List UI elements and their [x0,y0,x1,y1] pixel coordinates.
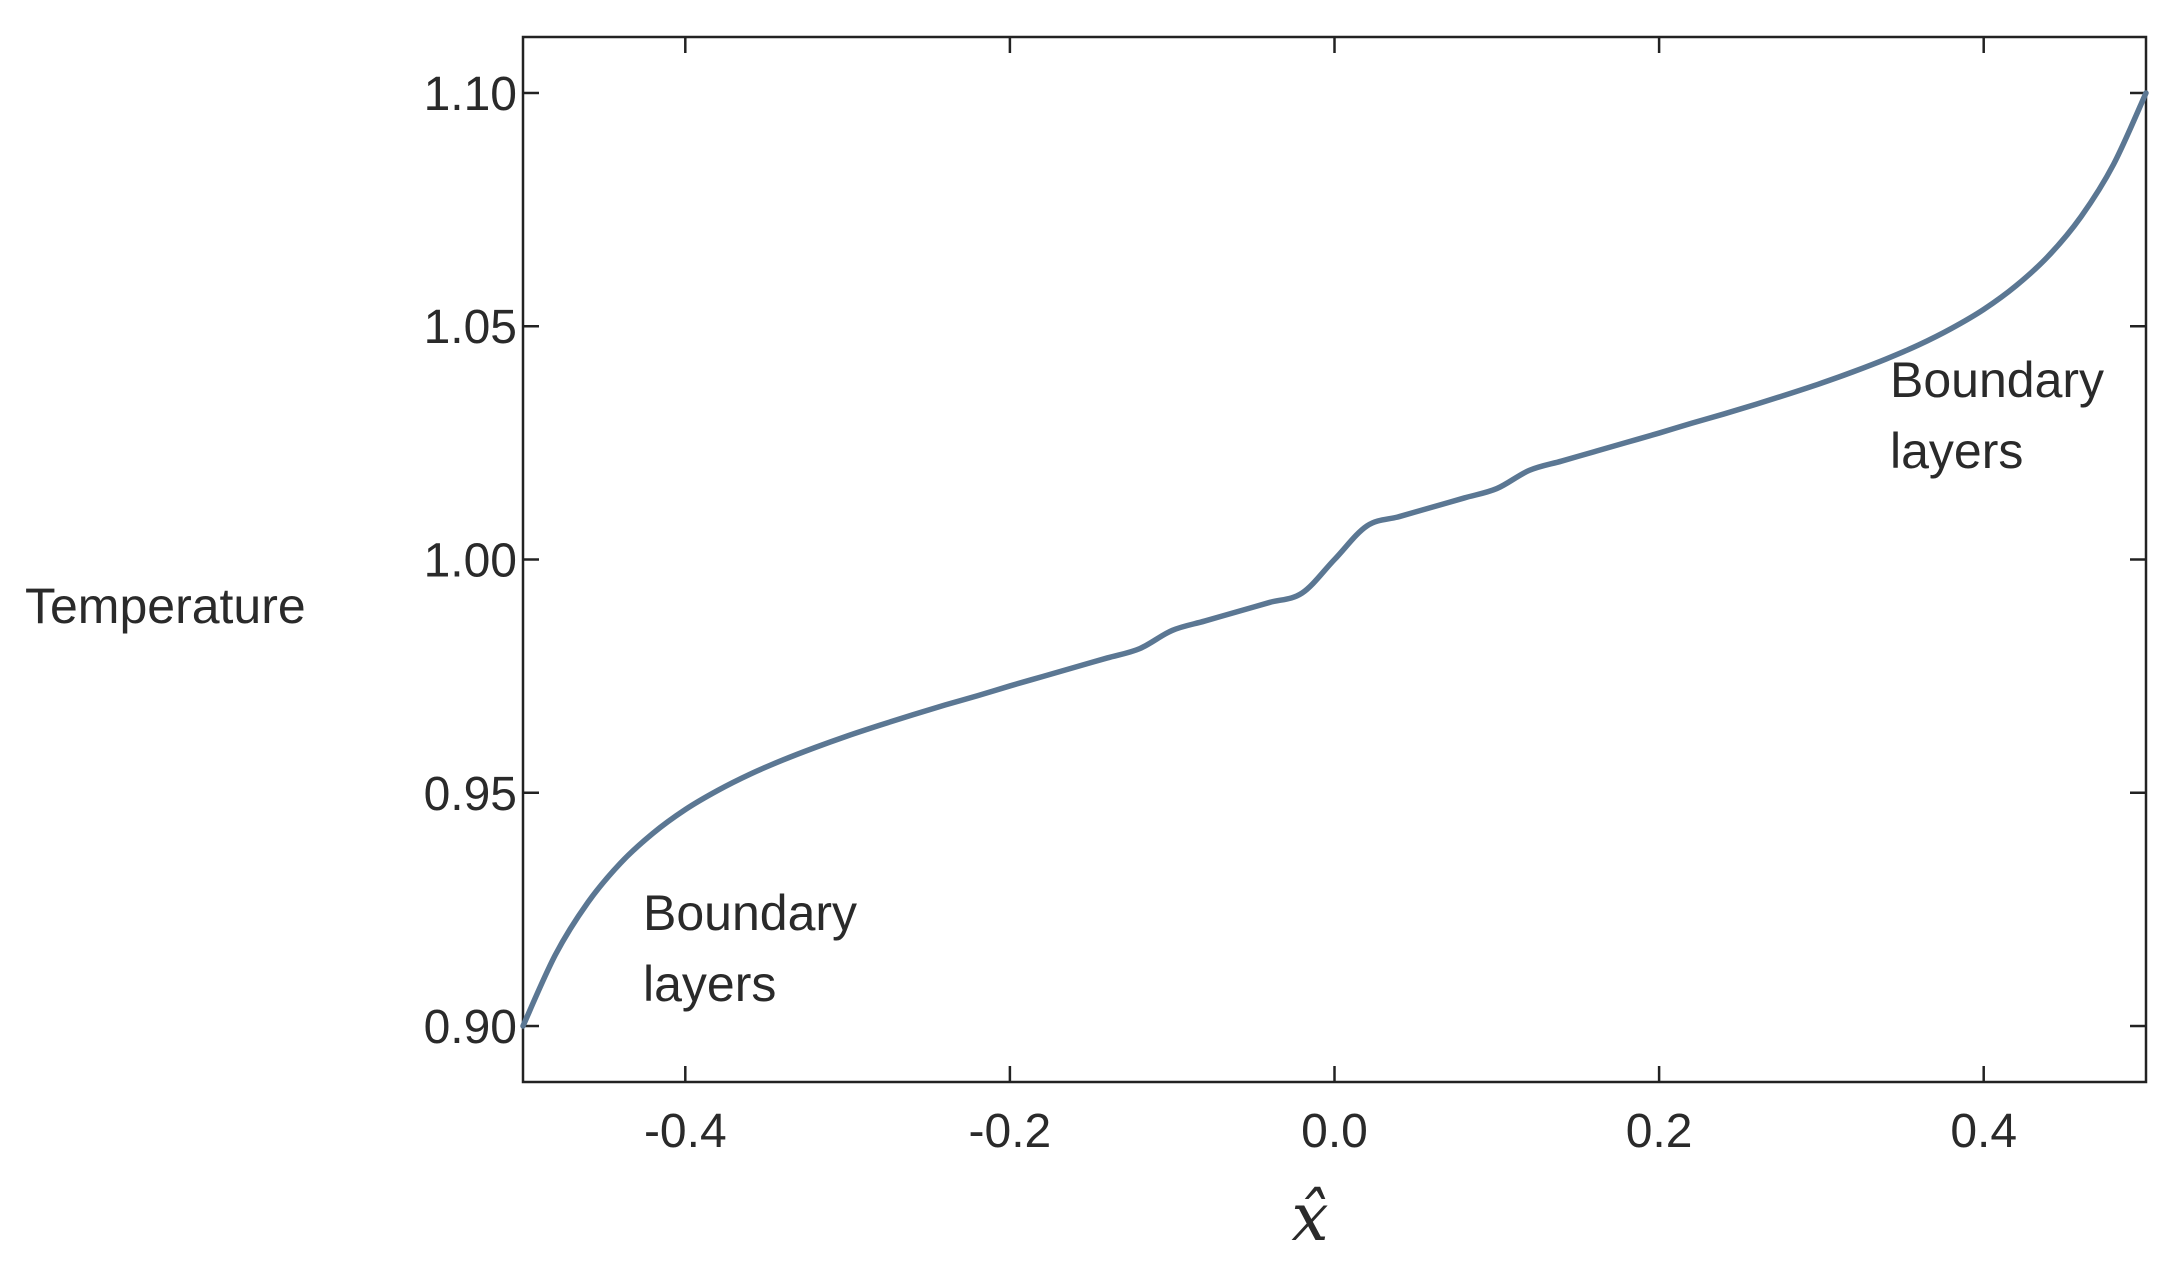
y-tick-label: 1.05 [424,301,517,354]
temperature-series-line [520,90,2149,1029]
y-tick-label: 1.00 [424,535,517,588]
annotation-left-line-1: Boundary [643,885,857,941]
y-tick-label: 1.10 [424,68,517,121]
axes [521,35,2148,1084]
series-layer [520,90,2149,1029]
annotation-left-line-2: layers [643,956,776,1012]
x-tick-label: 0.4 [1950,1105,2017,1158]
x-axis-label: x̂ [1291,1179,1328,1256]
x-tick-label: 0.0 [1301,1105,1368,1158]
annotation-boundary-layers-right: Boundary layers [1890,352,2118,479]
x-tick-label: -0.4 [644,1105,727,1158]
y-axis-label: Temperature [25,578,306,634]
annotation-right-line-1: Boundary [1890,352,2104,408]
annotation-right-line-2: layers [1890,423,2023,479]
labels-layer: -0.4 -0.2 0.0 0.2 0.4 0.90 0.95 1.00 1.05 1.10 [424,68,2017,1158]
y-tick-label: 0.90 [424,1001,517,1054]
y-tick-label: 0.95 [424,768,517,821]
x-tick-label: 0.2 [1626,1105,1693,1158]
annotation-boundary-layers-left: Boundary layers [643,885,871,1012]
x-tick-label: -0.2 [969,1105,1052,1158]
